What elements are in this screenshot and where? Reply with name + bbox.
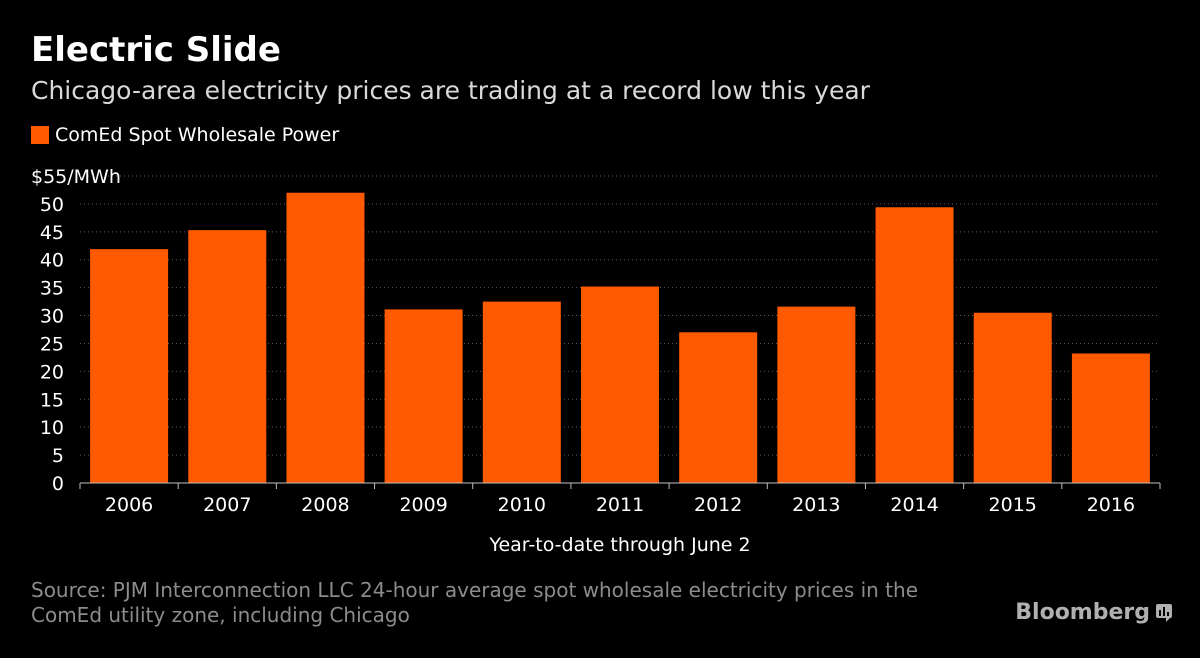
brand-logo: Bloomberg <box>1015 600 1172 625</box>
source-note: Source: PJM Interconnection LLC 24-hour … <box>31 578 919 627</box>
x-tick-label: 2007 <box>203 494 251 516</box>
y-tick-label: 25 <box>40 333 64 355</box>
bar-2009 <box>384 309 463 483</box>
x-tick-label: 2012 <box>694 494 742 516</box>
x-tick-label: 2016 <box>1087 494 1135 516</box>
brand-name: Bloomberg <box>1015 600 1150 625</box>
chart-subtitle: Chicago-area electricity prices are trad… <box>31 76 870 105</box>
x-tick-label: 2006 <box>105 494 153 516</box>
x-axis-title-text: Year-to-date through June 2 <box>489 534 751 556</box>
y-tick-label: 40 <box>40 250 64 272</box>
chart-title: Electric Slide <box>31 30 281 70</box>
bar-2015 <box>973 312 1052 483</box>
x-tick-label: 2010 <box>498 494 546 516</box>
y-tick-label: 20 <box>40 361 64 383</box>
y-tick-label: 15 <box>40 389 64 411</box>
x-tick-label: 2014 <box>890 494 938 516</box>
bar-2007 <box>188 230 267 483</box>
bar-2013 <box>777 306 856 483</box>
bar-2008 <box>286 192 365 483</box>
x-tick-label: 2008 <box>301 494 349 516</box>
y-tick-label: 30 <box>40 306 64 328</box>
x-axis-title: Year-to-date through June 2 <box>0 534 1200 556</box>
bar-2006 <box>90 249 169 483</box>
x-tick-label: 2009 <box>399 494 447 516</box>
bar-2012 <box>679 332 758 483</box>
x-tick-label: 2013 <box>792 494 840 516</box>
legend-swatch <box>31 126 49 144</box>
bar-2011 <box>581 286 659 483</box>
y-tick-label: 10 <box>40 417 64 439</box>
bar-2010 <box>482 301 561 483</box>
bloomberg-terminal-icon <box>1156 603 1172 622</box>
bar-2014 <box>875 207 954 483</box>
y-tick-label: 50 <box>40 194 64 216</box>
y-tick-label: 5 <box>52 445 64 467</box>
legend-label: ComEd Spot Wholesale Power <box>55 124 340 146</box>
legend: ComEd Spot Wholesale Power <box>31 124 339 146</box>
y-axis-unit-label: $55/MWh <box>31 166 121 188</box>
x-tick-label: 2015 <box>989 494 1037 516</box>
bar-2016 <box>1071 353 1150 483</box>
x-tick-label: 2011 <box>596 494 644 516</box>
y-tick-label: 0 <box>52 473 64 495</box>
y-tick-label: 35 <box>40 278 64 300</box>
y-tick-label: 45 <box>40 222 64 244</box>
